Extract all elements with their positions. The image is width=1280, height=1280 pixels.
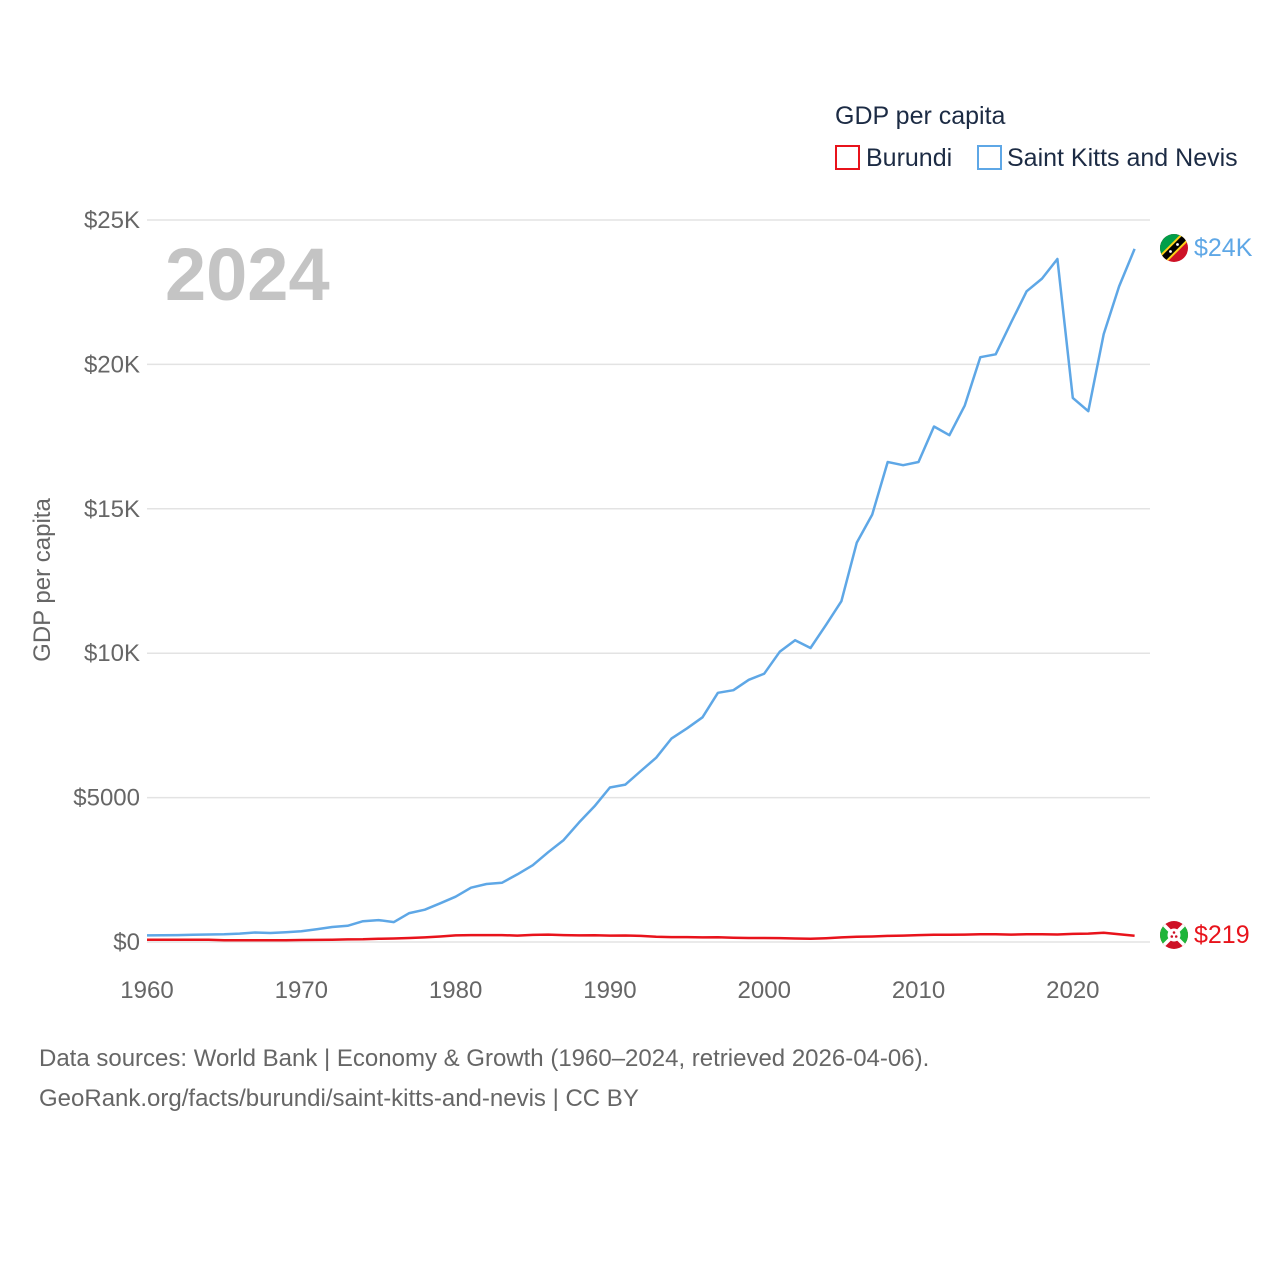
series-lines xyxy=(146,248,1136,942)
y-tick-label: $15K xyxy=(84,496,140,523)
legend: GDP per capita Burundi Saint Kitts and N… xyxy=(835,102,1238,172)
x-tick-label: 1990 xyxy=(583,977,636,1004)
legend-swatch-burundi[interactable] xyxy=(835,145,860,170)
source-line-1: Data sources: World Bank | Economy & Gro… xyxy=(39,1045,930,1072)
saint-kitts-and-nevis-flag-icon xyxy=(1160,234,1188,262)
y-tick-label: $5000 xyxy=(73,785,140,812)
y-axis-title: GDP per capita xyxy=(29,498,56,662)
y-tick-label: $20K xyxy=(84,351,140,378)
x-tick-label: 2010 xyxy=(892,977,945,1004)
source-line-2: GeoRank.org/facts/burundi/saint-kitts-an… xyxy=(39,1085,639,1112)
x-axis-ticks: 1960 1970 1980 1990 2000 2010 2020 xyxy=(120,977,1099,1004)
gridlines xyxy=(147,219,1150,943)
x-tick-label: 1980 xyxy=(429,977,482,1004)
year-label: 2024 xyxy=(165,233,330,316)
x-tick-label: 1960 xyxy=(120,977,173,1004)
y-tick-label: $10K xyxy=(84,640,140,667)
legend-label-saint-kitts-and-nevis[interactable]: Saint Kitts and Nevis xyxy=(1007,144,1238,172)
legend-swatch-saint-kitts-and-nevis[interactable] xyxy=(977,145,1002,170)
burundi-flag-icon xyxy=(1160,921,1188,949)
end-label-saint-kitts-and-nevis: $24K xyxy=(1194,234,1253,262)
x-tick-label: 1970 xyxy=(275,977,328,1004)
series-line-saint-kitts-and-nevis[interactable] xyxy=(146,248,1136,937)
x-tick-label: 2000 xyxy=(738,977,791,1004)
end-label-burundi: $219 xyxy=(1194,921,1250,949)
legend-label-burundi[interactable]: Burundi xyxy=(866,144,952,172)
y-tick-label: $25K xyxy=(84,207,140,234)
legend-title: GDP per capita xyxy=(835,102,1006,130)
series-line-burundi[interactable] xyxy=(147,931,1135,942)
y-axis-ticks: $0 $5000 $10K $15K $20K $25K xyxy=(73,207,140,956)
x-tick-label: 2020 xyxy=(1046,977,1099,1004)
y-tick-label: $0 xyxy=(113,929,140,956)
series-end-labels: $219 $24K xyxy=(1160,234,1253,949)
